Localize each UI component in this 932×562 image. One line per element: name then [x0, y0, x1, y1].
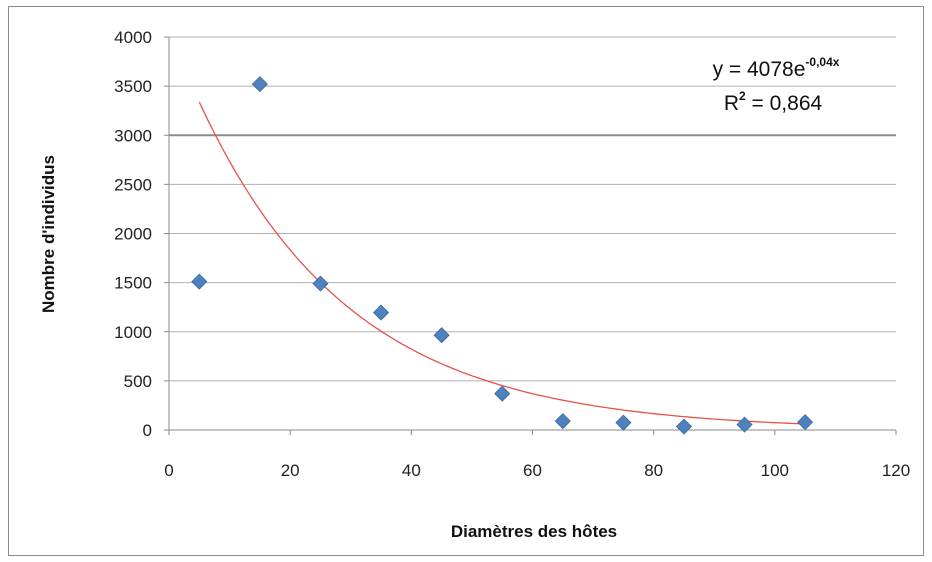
data-point-55 — [494, 385, 511, 402]
data-point-85 — [675, 418, 693, 435]
equation-exponent: -0,04x — [805, 55, 839, 69]
y-tick-label-1500: 1500 — [114, 274, 152, 293]
chart-frame — [8, 6, 924, 556]
gridlines — [169, 36, 896, 382]
trendline — [198, 101, 806, 425]
data-point-35 — [372, 304, 390, 321]
r2-label: R — [724, 92, 739, 115]
x-tick-label-100: 100 — [761, 461, 789, 480]
x-tick-label-120: 120 — [882, 461, 910, 480]
x-tick-label-80: 80 — [644, 461, 663, 480]
equation-main: y = 4078e — [713, 58, 806, 81]
y-tick-label-3500: 3500 — [114, 77, 152, 96]
y-tick-label-0: 0 — [143, 421, 152, 440]
x-axis-title: Diamètres des hôtes — [451, 522, 617, 541]
exponential-trendline — [198, 101, 806, 425]
data-point-15 — [251, 76, 268, 93]
data-point-5 — [191, 273, 208, 290]
r2-exponent: 2 — [739, 89, 746, 103]
y-tick-label-3000: 3000 — [114, 126, 152, 145]
trendline-equation: y = 4078e-0,04x — [713, 55, 840, 81]
y-tick-label-2500: 2500 — [114, 175, 152, 194]
data-point-75 — [615, 414, 632, 431]
y-tick-label-500: 500 — [124, 372, 152, 391]
data-point-45 — [433, 327, 450, 344]
r-squared-label: R2 = 0,864 — [724, 89, 823, 115]
y-tick-label-2000: 2000 — [114, 225, 152, 244]
y-tick-label-4000: 4000 — [114, 28, 152, 47]
axes — [164, 36, 897, 435]
x-tick-label-40: 40 — [402, 461, 421, 480]
y-axis-title: Nombre d'individus — [39, 155, 58, 313]
data-point-25 — [312, 275, 329, 292]
x-tick-labels: 0 20 40 60 80 100 120 — [164, 461, 910, 480]
x-tick-label-0: 0 — [164, 461, 173, 480]
data-point-65 — [554, 413, 571, 430]
data-points — [191, 76, 814, 435]
x-tick-label-20: 20 — [281, 461, 300, 480]
y-tick-label-1000: 1000 — [114, 323, 152, 342]
y-tick-labels: 0 500 1000 1500 2000 2500 3000 3500 4000 — [114, 28, 152, 440]
data-point-95 — [736, 416, 753, 433]
r2-value: = 0,864 — [746, 92, 823, 115]
data-point-105 — [797, 414, 814, 431]
x-tick-label-60: 60 — [523, 461, 542, 480]
